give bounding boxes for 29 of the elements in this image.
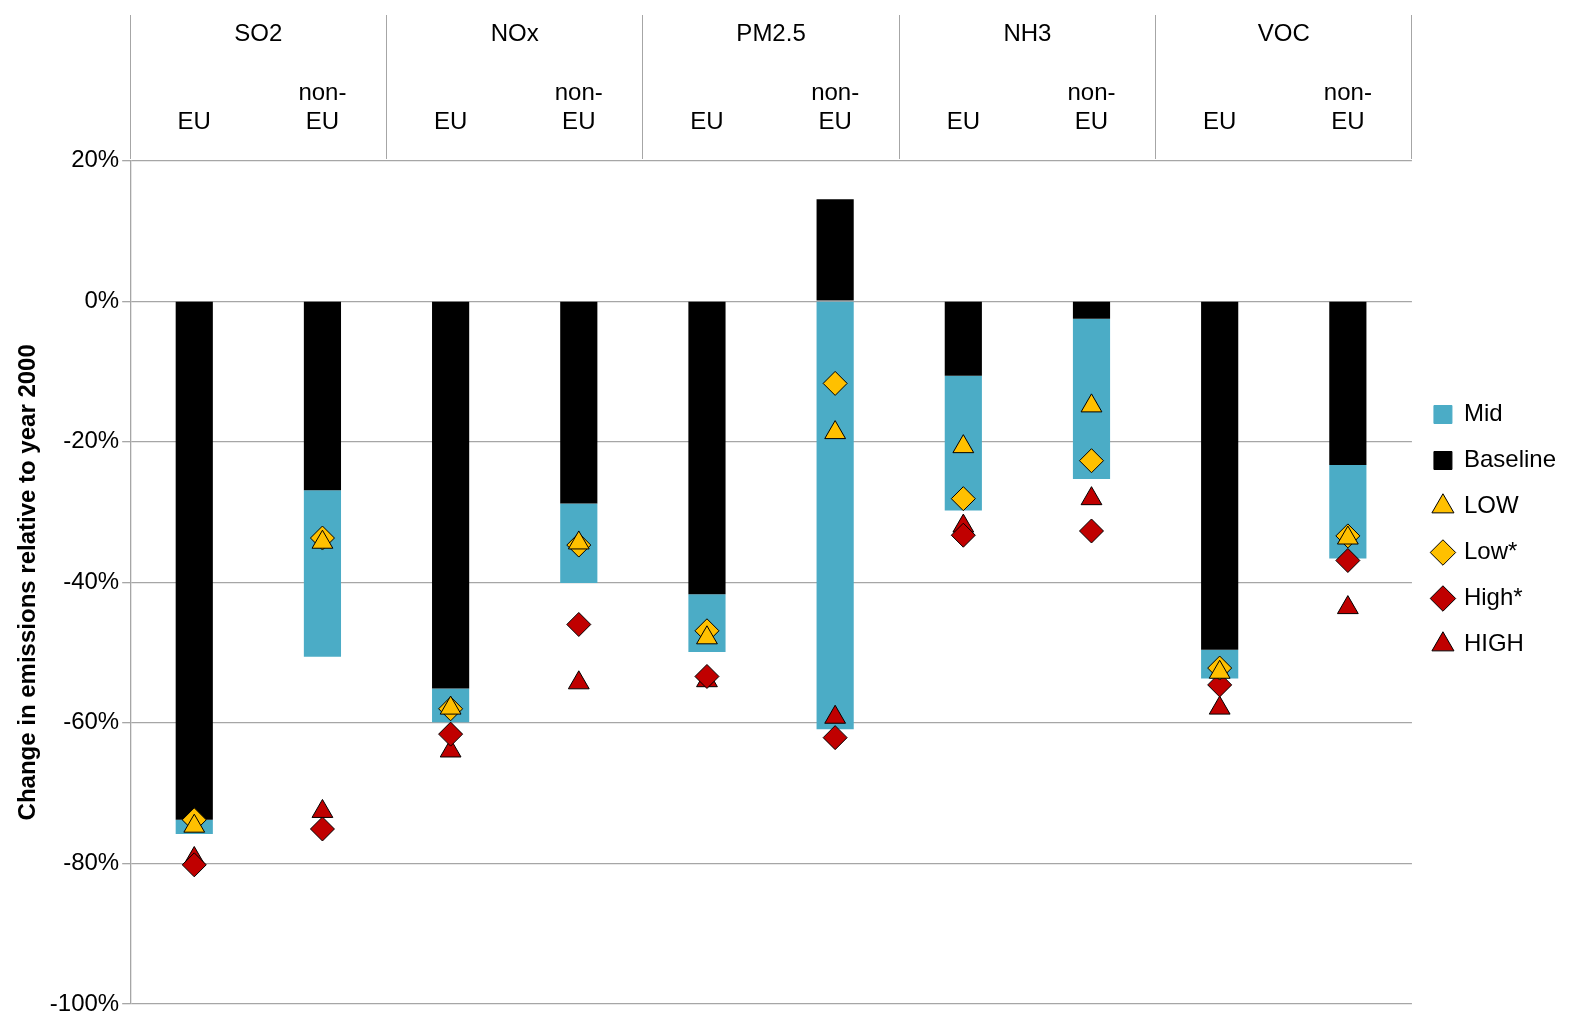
y-axis-title: Change in emissions relative to year 2000 (13, 344, 41, 821)
x-tick-label: EU (433, 106, 468, 134)
text: SO2 (234, 18, 283, 46)
y-tick-label: 20% (71, 145, 120, 173)
text: PM2.5 (736, 18, 806, 46)
x-tick-label: EU (690, 106, 724, 134)
y-tick-label: -60% (63, 707, 120, 735)
legend-label: Low* (1463, 537, 1518, 565)
legend-label: HIGH (1463, 629, 1524, 657)
x-tick-label: non-EU (1323, 78, 1372, 134)
legend-label: Baseline (1463, 445, 1556, 473)
y-tick-label: -20% (63, 426, 120, 454)
x-tick-label: EU (1203, 106, 1237, 134)
x-tick-label: EU (177, 106, 211, 134)
x-tick-label: non-EU (1067, 78, 1116, 134)
x-tick-label: non-EU (811, 78, 860, 134)
legend-label: Mid (1463, 399, 1503, 427)
text: VOC (1257, 18, 1310, 46)
y-tick-label: -100% (49, 988, 120, 1016)
y-tick-label: 0% (84, 285, 120, 313)
y-tick-label: -40% (63, 566, 120, 594)
text: NOx (490, 18, 539, 46)
text: NH3 (1003, 18, 1052, 46)
y-tick-label: -80% (63, 848, 120, 876)
x-tick-label: non-EU (554, 78, 603, 134)
x-tick-label: EU (946, 106, 980, 134)
x-tick-label: non-EU (298, 78, 347, 134)
legend-label: High* (1463, 583, 1523, 611)
legend-label: LOW (1463, 491, 1519, 519)
